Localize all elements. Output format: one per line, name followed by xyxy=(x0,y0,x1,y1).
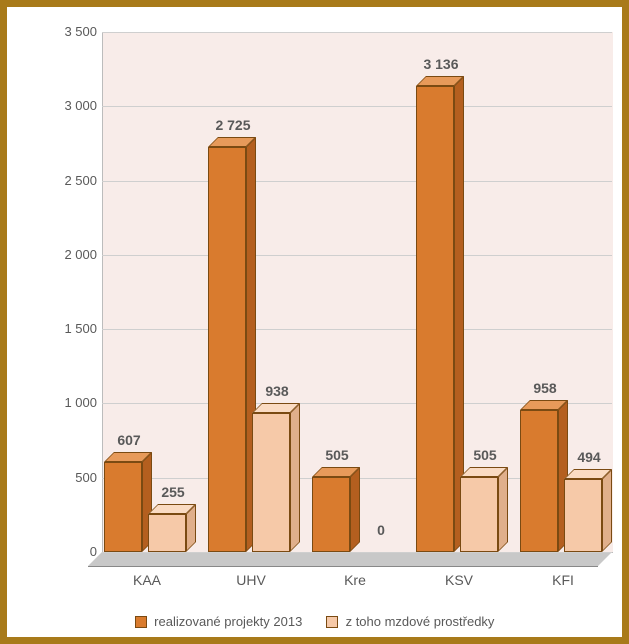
bar-face xyxy=(460,477,498,552)
y-tick-label: 2 500 xyxy=(47,173,97,188)
y-tick-label: 3 000 xyxy=(47,98,97,113)
y-tick-label: 2 000 xyxy=(47,247,97,262)
chart-inner-frame: 0 500 1 000 1 500 2 000 2 500 3 000 3 500 KAA UH… xyxy=(7,7,622,637)
data-label: 938 xyxy=(252,383,302,399)
bar-side xyxy=(498,467,508,552)
bar-face xyxy=(148,514,186,552)
x-category-label: KAA xyxy=(102,572,192,588)
bar-face xyxy=(564,479,602,552)
gridline xyxy=(102,106,612,107)
y-tick-label: 1 000 xyxy=(47,395,97,410)
x-category-label: Kre xyxy=(310,572,400,588)
legend-item-series2: z toho mzdové prostředky xyxy=(326,613,494,629)
bar-face xyxy=(520,410,558,552)
x-category-label: KFI xyxy=(518,572,608,588)
gridline xyxy=(102,329,612,330)
y-tick-label: 500 xyxy=(47,470,97,485)
legend-swatch-series2 xyxy=(326,616,338,628)
bar-side xyxy=(602,469,612,552)
x-category-label: UHV xyxy=(206,572,296,588)
gridline xyxy=(102,552,612,553)
bar-face xyxy=(312,477,350,552)
data-label: 255 xyxy=(148,484,198,500)
y-tick-label: 3 500 xyxy=(47,24,97,39)
data-label: 0 xyxy=(356,522,406,538)
x-category-label: KSV xyxy=(414,572,504,588)
plot-area: 05001 0001 5002 0002 5003 0003 500 KAAUH… xyxy=(52,32,612,582)
bar-face xyxy=(416,86,454,552)
data-label: 958 xyxy=(520,380,570,396)
bar-face xyxy=(208,147,246,552)
data-label: 3 136 xyxy=(416,56,466,72)
y-tick-label: 1 500 xyxy=(47,321,97,336)
legend-item-series1: realizované projekty 2013 xyxy=(135,613,303,629)
bar-face xyxy=(252,413,290,552)
data-label: 505 xyxy=(312,447,362,463)
data-label: 494 xyxy=(564,449,614,465)
gridline xyxy=(102,255,612,256)
chart-outer-frame: 0 500 1 000 1 500 2 000 2 500 3 000 3 500 KAA UH… xyxy=(0,0,629,644)
plot-floor-edge xyxy=(88,566,598,567)
data-label: 505 xyxy=(460,447,510,463)
gridline xyxy=(102,32,612,33)
data-label: 607 xyxy=(104,432,154,448)
plot-floor xyxy=(88,552,612,566)
legend-swatch-series1 xyxy=(135,616,147,628)
gridline xyxy=(102,181,612,182)
legend-label-series1: realizované projekty 2013 xyxy=(154,614,302,629)
legend-label-series2: z toho mzdové prostředky xyxy=(346,614,495,629)
bar-side xyxy=(290,403,300,552)
y-tick-label: 0 xyxy=(47,544,97,559)
legend: realizované projekty 2013 z toho mzdové … xyxy=(7,613,622,629)
bar-face xyxy=(104,462,142,552)
bar-side xyxy=(350,467,360,552)
data-label: 2 725 xyxy=(208,117,258,133)
